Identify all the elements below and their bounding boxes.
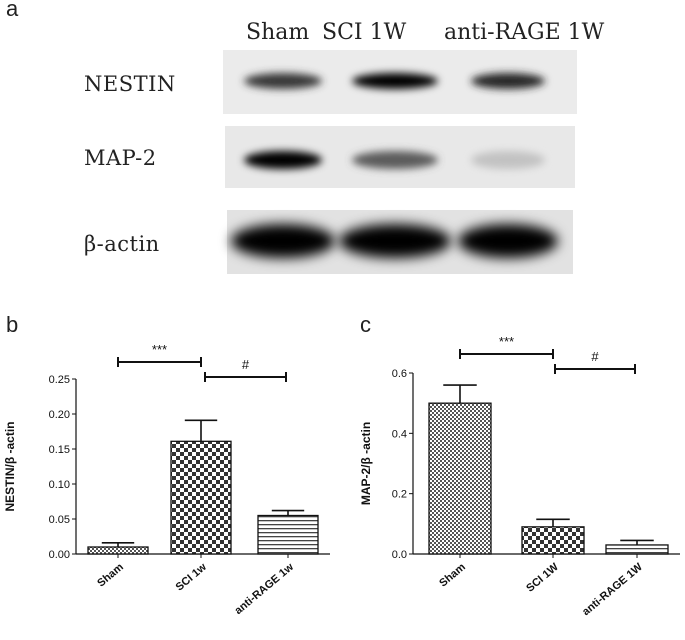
nestin-sig-label-1: *** — [152, 342, 167, 357]
map2-bar-3 — [605, 544, 669, 555]
blot-band-beta-actin-lane-2 — [339, 224, 451, 258]
map2-sig-label-2: # — [591, 349, 599, 364]
blot-band-nestin-lane-1 — [244, 73, 322, 89]
nestin-bar-3 — [257, 514, 319, 555]
panel-a-letter: a — [6, 0, 19, 21]
lane-label-anti-rage: anti-RAGE 1W — [444, 20, 605, 45]
blot-band-map2-lane-1 — [244, 151, 322, 169]
map2-ytick-label: 0.2 — [392, 489, 407, 501]
nestin-ytick-label: 0.20 — [49, 409, 70, 421]
nestin-ytick-label: 0.10 — [49, 479, 70, 491]
map2-bar-1 — [428, 402, 492, 555]
map2-category-label-2: SCI 1W — [524, 561, 561, 595]
map2-bar-2 — [521, 526, 585, 555]
map2-ytick-label: 0.6 — [392, 368, 407, 380]
nestin-y-axis-label: NESTIN/β -actin — [3, 422, 17, 512]
blot-label-map2: MAP-2 — [84, 146, 157, 170]
map2-category-label-1: Sham — [437, 561, 468, 590]
lane-label-sci: SCI 1W — [322, 20, 407, 45]
panel-c-letter: c — [360, 312, 371, 337]
nestin-bar-2 — [170, 440, 232, 555]
map2-y-axis-label: MAP-2/β -actin — [359, 422, 373, 505]
nestin-ytick-label: 0.25 — [49, 374, 70, 386]
panel-b-letter: b — [6, 312, 19, 337]
nestin-ytick-label: 0.05 — [49, 514, 70, 526]
blot-band-nestin-lane-3 — [471, 73, 545, 89]
map2-ytick-label: 0.0 — [392, 549, 407, 561]
blot-band-beta-actin-lane-3 — [458, 224, 558, 258]
blot-band-map2-lane-3 — [471, 151, 545, 169]
western-blot-image — [223, 50, 577, 274]
nestin-sig-label-2: # — [242, 357, 250, 372]
map2-ytick-label: 0.4 — [392, 428, 407, 440]
blot-band-beta-actin-lane-1 — [231, 224, 335, 258]
blot-band-nestin-lane-2 — [352, 73, 438, 89]
blot-label-beta-actin: β-actin — [84, 232, 160, 256]
blot-label-nestin: NESTIN — [84, 72, 176, 96]
nestin-ytick-label: 0.00 — [49, 549, 70, 561]
lane-label-sham: Sham — [246, 20, 310, 45]
map2-category-label-3: anti-RAGE 1W — [580, 561, 645, 619]
nestin-ytick-label: 0.15 — [49, 444, 70, 456]
map2-sig-label-1: *** — [499, 334, 514, 349]
blot-band-map2-lane-2 — [352, 151, 438, 169]
